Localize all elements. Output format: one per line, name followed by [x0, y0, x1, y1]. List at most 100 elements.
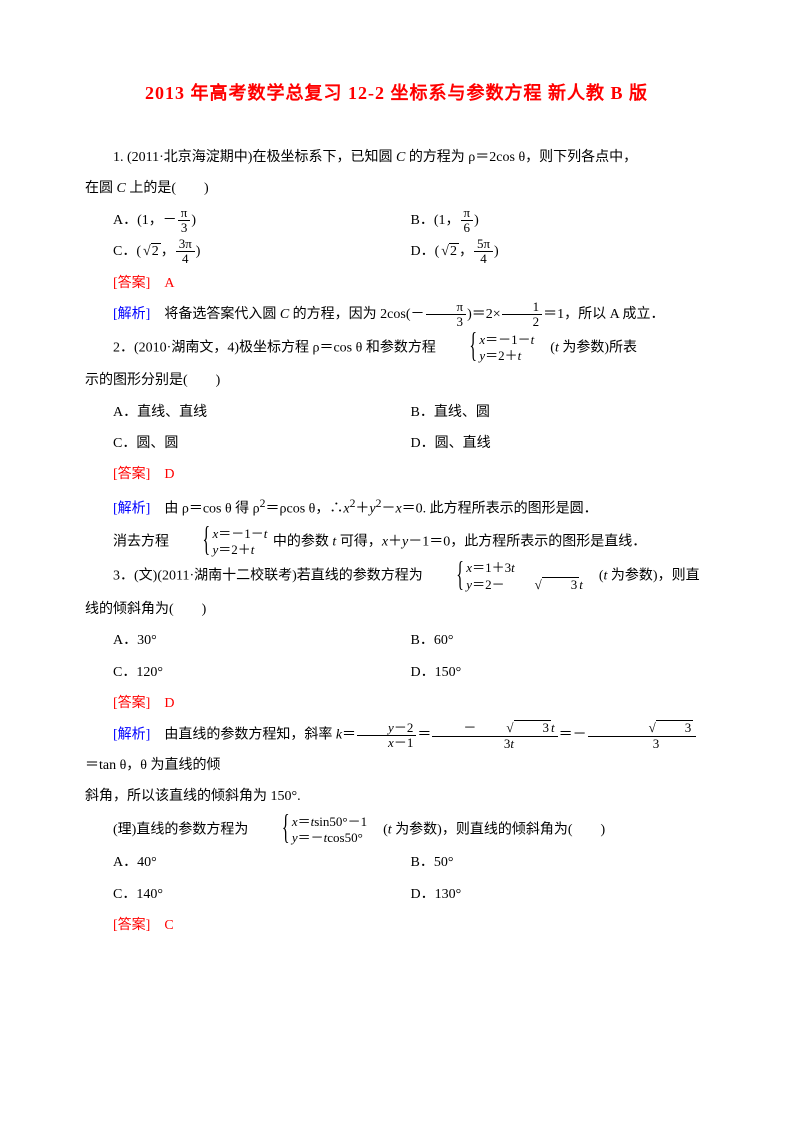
sys-row: y＝2＋t	[451, 348, 534, 364]
q1-opt-c: C．(2，3π4)	[85, 237, 411, 267]
page: 2013 年高考数学总复习 12-2 坐标系与参数方程 新人教 B 版 1. (…	[0, 0, 793, 1002]
analysis-label: [解析]	[113, 307, 150, 322]
q3b-answer: [答案] C	[85, 911, 708, 940]
text: (	[536, 340, 555, 355]
italic-c: C	[117, 181, 126, 196]
sys-row: y＝－tcos50°	[264, 830, 367, 846]
text: cos50°	[327, 830, 363, 845]
q3b-opt-d: D．130°	[411, 880, 709, 909]
q3-stem-line2: 线的倾斜角为( )	[85, 595, 708, 624]
text: C．(	[113, 244, 141, 259]
fraction: π6	[461, 206, 474, 236]
italic-t: t	[551, 720, 555, 735]
text: ＝－	[298, 830, 324, 845]
radicand: 2	[151, 243, 161, 259]
text: 为参数)，则直	[607, 569, 699, 584]
text: B．(1，	[411, 213, 460, 228]
text: ＝1＋3	[472, 560, 511, 575]
radicand: 3	[656, 720, 694, 735]
q2-opt-c: C．圆、圆	[85, 429, 411, 458]
q2-stem-line2: 示的图形分别是( )	[85, 366, 708, 395]
q1-answer: [答案] A	[85, 269, 708, 298]
italic-t: t	[264, 526, 268, 541]
num: y－2	[357, 721, 416, 736]
italic-t: t	[510, 736, 514, 751]
den: 2	[502, 315, 543, 329]
den: 3	[178, 221, 191, 235]
answer-label: [答案] C	[113, 918, 174, 933]
q3b-stem: (理)直线的参数方程为 x＝tsin50°－1y＝－tcos50° (t 为参数…	[85, 814, 708, 847]
text: ，	[161, 244, 175, 259]
analysis-label: [解析]	[113, 728, 150, 743]
italic-t: t	[579, 577, 583, 592]
q1-stem-line1: 1. (2011·北京海淀期中)在极坐标系下，已知圆 C 的方程为 ρ＝2cos…	[85, 143, 708, 172]
den: x－1	[357, 736, 416, 750]
den: 4	[176, 252, 195, 266]
text: 为参数)所表	[559, 340, 637, 355]
text: D．(	[411, 244, 440, 259]
q2-opt-b: B．直线、圆	[411, 398, 709, 427]
q3-opts-row2: C．120° D．150°	[85, 658, 708, 687]
q1-opt-b: B．(1，π6)	[411, 206, 709, 236]
italic-t: t	[511, 560, 515, 575]
num: π	[461, 206, 474, 221]
text: )	[191, 213, 196, 228]
answer-label: [答案] D	[113, 696, 174, 711]
q3b-opt-c: C．140°	[85, 880, 411, 909]
q3-opt-b: B．60°	[411, 626, 709, 655]
q3-analysis-1: [解析] 由直线的参数方程知，斜率 k＝y－2x－1＝－3t3t＝－33＝tan…	[85, 720, 708, 780]
answer-label: [答案] A	[113, 276, 174, 291]
den: 3	[588, 737, 697, 751]
sqrt: 3	[476, 720, 551, 735]
text: 2．(2010·湖南文，4)极坐标方程 ρ＝cos θ 和参数方程	[113, 340, 439, 355]
brace-system: x＝tsin50°－1y＝－tcos50°	[254, 814, 367, 847]
q3b-opts-row1: A．40° B．50°	[85, 848, 708, 877]
q3-analysis-2: 斜角，所以该直线的倾斜角为 150°.	[85, 782, 708, 811]
text: ，	[459, 244, 473, 259]
den: 6	[461, 221, 474, 235]
q1-opt-a: A．(1，－π3)	[85, 206, 411, 236]
q2-answer: [答案] D	[85, 460, 708, 489]
sqrt: 2	[439, 237, 459, 266]
q2-opts-row1: A．直线、直线 B．直线、圆	[85, 398, 708, 427]
q3-opts-row1: A．30° B．60°	[85, 626, 708, 655]
text: ＝	[342, 728, 356, 743]
q1-opt-d: D．(2，5π4)	[411, 237, 709, 267]
text: 的方程为 ρ＝2cos θ，则下列各点中，	[405, 150, 637, 165]
text: 上的是( )	[126, 181, 209, 196]
fraction: 3π4	[176, 237, 195, 267]
q1-opts-row1: A．(1，－π3) B．(1，π6)	[85, 206, 708, 236]
answer-label: [答案] D	[113, 467, 174, 482]
brace-system: x＝－1－ty＝2＋t	[441, 332, 534, 365]
text: 3．(文)(2011·湖南十二校联考)若直线的参数方程为	[113, 569, 426, 584]
text: (	[369, 822, 388, 837]
text: (	[585, 569, 604, 584]
den: 3t	[432, 737, 557, 751]
den: 4	[474, 252, 493, 266]
q3b-opt-a: A．40°	[85, 848, 411, 877]
sys-row: x＝－1－t	[451, 332, 534, 348]
text: )	[474, 213, 479, 228]
text: ＝ρcos θ，∴	[266, 501, 344, 516]
fraction: 12	[502, 300, 543, 330]
fraction: π3	[178, 206, 191, 236]
q2-opt-a: A．直线、直线	[85, 398, 411, 427]
analysis-label: [解析]	[113, 501, 150, 516]
text: ＝－1－	[485, 332, 531, 347]
text: －1	[394, 735, 414, 750]
q2-analysis-2: 消去方程 x＝－1－ty＝2＋t 中的参数 t 可得，x＋y－1＝0，此方程所表…	[85, 526, 708, 559]
sys-row: y＝2＋t	[185, 542, 268, 558]
num: 1	[502, 300, 543, 315]
text: ＝1，所以 A 成立．	[543, 307, 664, 322]
sqrt: 3	[505, 577, 580, 593]
sys-row: x＝tsin50°－1	[264, 814, 367, 830]
text: ＝2－	[472, 577, 505, 592]
text: sin50°－1	[314, 814, 367, 829]
q2-opt-d: D．圆、直线	[411, 429, 709, 458]
text: ＝2＋	[485, 348, 518, 363]
q2-opts-row2: C．圆、圆 D．圆、直线	[85, 429, 708, 458]
text: ＝tan θ，θ 为直线的倾	[85, 758, 221, 773]
text: 的方程，因为 2cos(－	[289, 307, 424, 322]
text: (理)直线的参数方程为	[113, 822, 252, 837]
text: 可得，	[336, 534, 382, 549]
